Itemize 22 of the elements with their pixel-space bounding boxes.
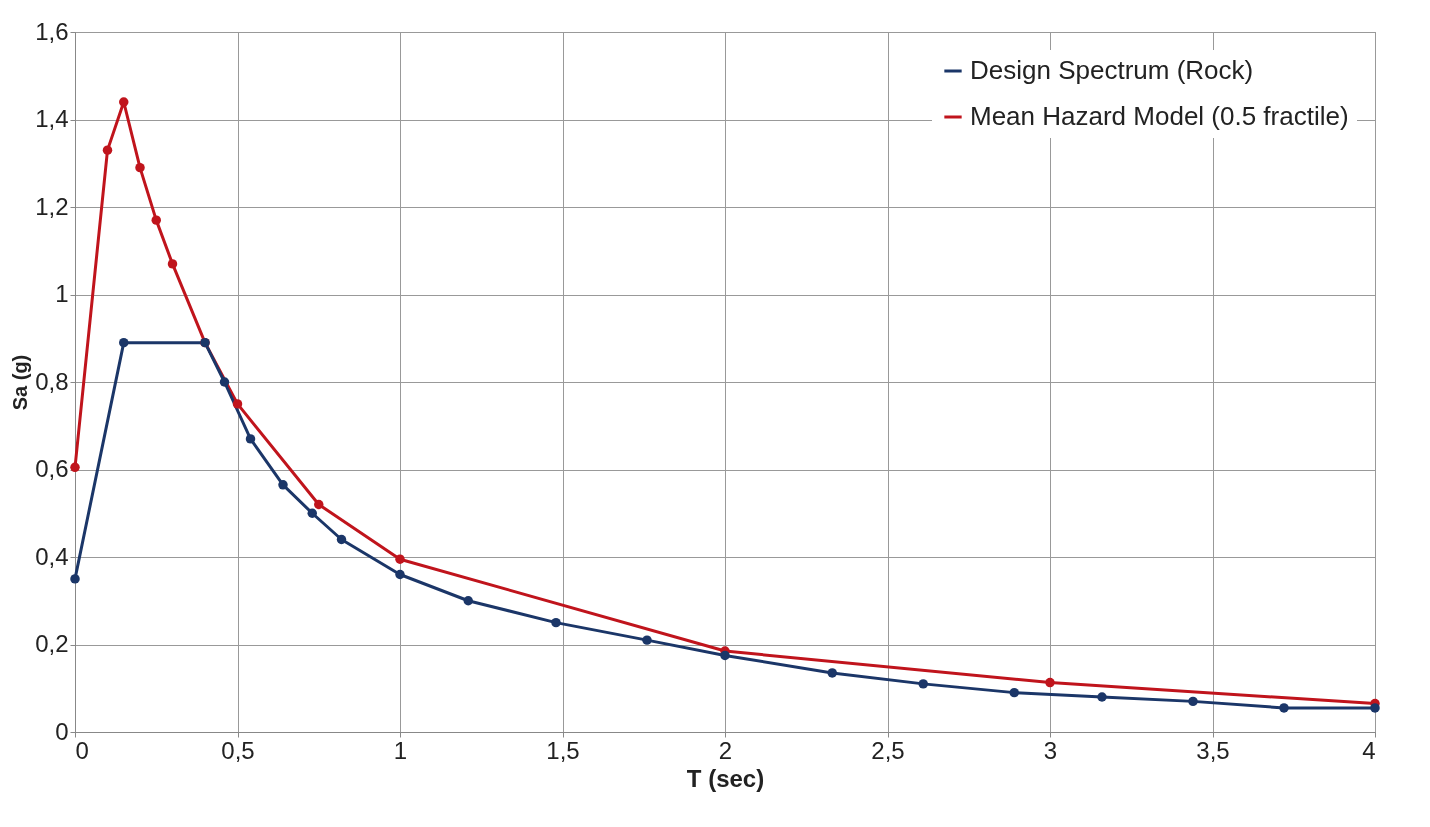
x-tick-label: 2: [718, 736, 733, 764]
x-tick-label: 0,5: [221, 736, 255, 764]
x-tick-label: 1: [393, 736, 408, 764]
y-tick-label: 1,2: [35, 192, 69, 220]
x-tick-label: 4: [1362, 736, 1376, 764]
legend-label: Design Spectrum (Rock): [970, 55, 1254, 85]
x-axis-title: T (sec): [686, 764, 765, 792]
y-tick-label: 1,6: [35, 17, 69, 45]
y-tick-label: 0,8: [35, 367, 69, 395]
y-axis-title: Sa (g): [9, 354, 32, 411]
x-tick-label: 2,5: [871, 736, 905, 764]
y-tick-label: 1,4: [35, 105, 69, 132]
legend-label: Mean Hazard Model (0.5 fractile): [970, 101, 1349, 131]
y-tick-label: 0: [55, 717, 69, 745]
x-tick-label: 1,5: [546, 736, 580, 764]
y-tick-label: 0,6: [35, 455, 69, 482]
x-tick-label: 3: [1043, 736, 1058, 764]
x-tick-label: 0: [75, 736, 89, 764]
y-tick-label: 0,2: [35, 630, 69, 657]
y-tick-label: 0,4: [35, 542, 69, 570]
y-tick-label: 1: [55, 280, 69, 307]
x-tick-label: 3,5: [1196, 736, 1230, 764]
